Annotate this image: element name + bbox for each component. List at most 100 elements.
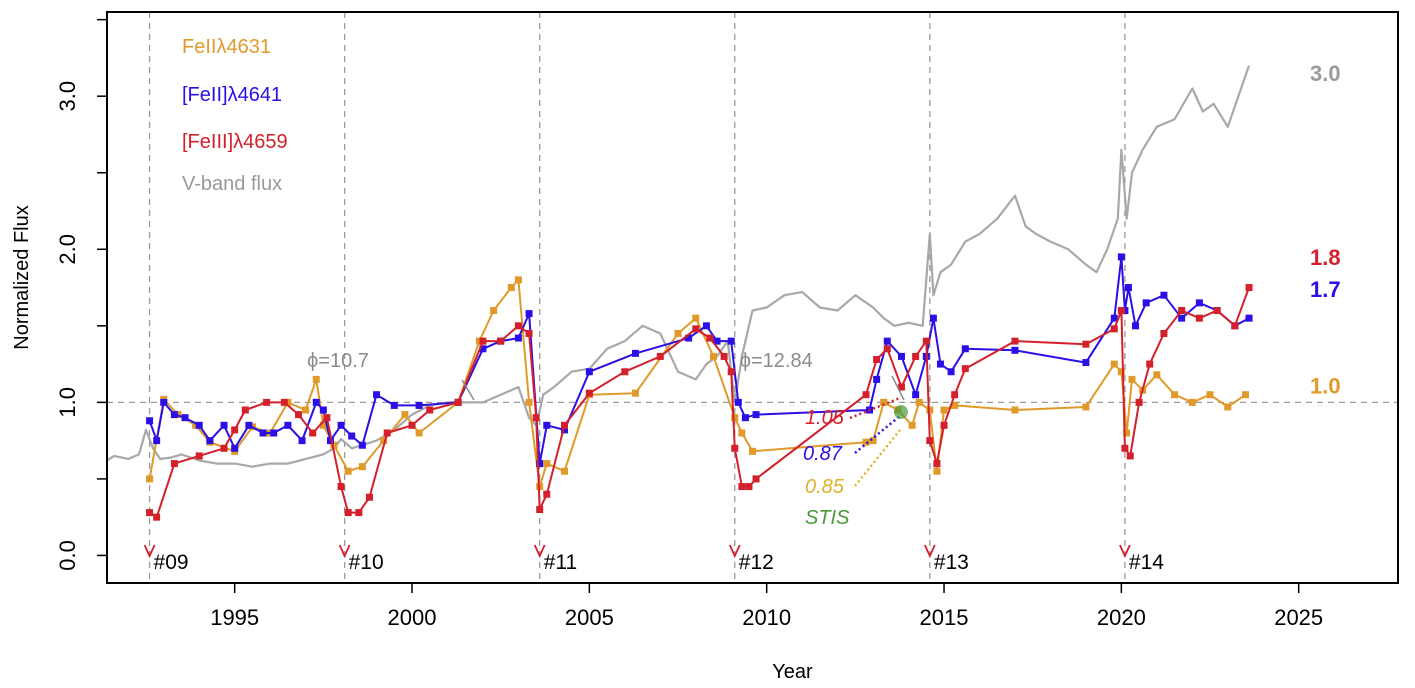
x-axis-title: Year bbox=[772, 661, 813, 683]
data-point-feii-4641 bbox=[358, 441, 366, 449]
periastron-label: #13 bbox=[934, 551, 969, 574]
stis-connector-red bbox=[849, 396, 901, 420]
data-point-feii-4631 bbox=[915, 398, 923, 406]
data-point-feiii-4659 bbox=[940, 421, 948, 429]
stis-marker bbox=[894, 405, 908, 419]
end-value-label: 1.0 bbox=[1310, 374, 1341, 399]
periastron-arrow bbox=[143, 544, 156, 559]
data-point-feiii-4659 bbox=[656, 352, 664, 360]
data-point-feiii-4659 bbox=[862, 391, 870, 399]
data-point-feii-4641 bbox=[1121, 307, 1129, 315]
data-point-feii-4641 bbox=[734, 398, 742, 406]
data-point-feiii-4659 bbox=[720, 352, 728, 360]
data-point-feii-4641 bbox=[337, 421, 345, 429]
data-point-feiii-4659 bbox=[146, 509, 154, 517]
data-point-feii-4631 bbox=[561, 467, 569, 475]
data-point-feii-4641 bbox=[298, 437, 306, 445]
data-point-feiii-4659 bbox=[231, 426, 239, 434]
data-point-feii-4631 bbox=[401, 411, 409, 419]
data-point-feii-4631 bbox=[380, 437, 388, 445]
data-point-feii-4631 bbox=[862, 438, 870, 446]
data-point-feii-4641 bbox=[373, 391, 381, 399]
data-point-feiii-4659 bbox=[365, 493, 373, 501]
data-point-feiii-4659 bbox=[383, 429, 391, 437]
data-point-feiii-4659 bbox=[951, 391, 959, 399]
y-axis-title: Normalized Flux bbox=[11, 205, 33, 349]
data-point-feii-4641 bbox=[536, 460, 544, 468]
data-point-feiii-4659 bbox=[731, 444, 739, 452]
data-point-feii-4641 bbox=[231, 444, 239, 452]
periastron-arrow bbox=[1119, 544, 1131, 559]
data-point-feiii-4659 bbox=[497, 337, 505, 345]
data-point-feii-4631 bbox=[692, 314, 700, 322]
data-point-feii-4641 bbox=[160, 398, 168, 406]
data-point-feii-4631 bbox=[319, 421, 327, 429]
data-point-feiii-4659 bbox=[933, 460, 941, 468]
data-point-feiii-4659 bbox=[263, 398, 271, 406]
data-point-feiii-4659 bbox=[536, 506, 544, 514]
data-point-feii-4631 bbox=[525, 398, 533, 406]
data-point-feii-4641 bbox=[1132, 322, 1140, 330]
data-point-feiii-4659 bbox=[1117, 307, 1125, 315]
data-point-feii-4641 bbox=[1160, 291, 1168, 299]
data-point-feiii-4659 bbox=[926, 437, 934, 445]
data-point-feii-4631 bbox=[330, 441, 338, 449]
data-point-feiii-4659 bbox=[738, 483, 746, 491]
data-point-feii-4641 bbox=[1245, 314, 1253, 322]
data-point-feiii-4659 bbox=[195, 452, 203, 460]
data-point-feii-4631 bbox=[146, 475, 154, 483]
data-point-feiii-4659 bbox=[153, 513, 161, 521]
data-point-feiii-4659 bbox=[745, 483, 753, 491]
data-point-feiii-4659 bbox=[323, 414, 331, 422]
legend: FeIIλ4631 [FeII]λ4641 [FeIII]λ4659 V-ban… bbox=[182, 36, 288, 195]
data-point-feii-4631 bbox=[738, 429, 746, 437]
data-point-feii-4631 bbox=[415, 429, 423, 437]
data-point-feii-4631 bbox=[358, 463, 366, 471]
data-point-feiii-4659 bbox=[1213, 307, 1221, 315]
data-point-feiii-4659 bbox=[479, 337, 487, 345]
data-point-feiii-4659 bbox=[752, 475, 760, 483]
x-tick-label: 1995 bbox=[210, 605, 259, 630]
data-point-feii-4641 bbox=[284, 421, 292, 429]
data-point-feii-4631 bbox=[284, 398, 292, 406]
data-point-feii-4631 bbox=[908, 421, 916, 429]
periastron-arrow bbox=[728, 544, 741, 559]
y-tick-label: 2.0 bbox=[55, 234, 80, 265]
data-point-feiii-4659 bbox=[426, 406, 434, 414]
legend-entry-feii-4631: FeIIλ4631 bbox=[182, 36, 271, 58]
data-point-feiii-4659 bbox=[873, 355, 881, 363]
legend-entry-v-band: V-band flux bbox=[182, 173, 282, 195]
data-point-feiii-4659 bbox=[621, 368, 629, 376]
data-point-feii-4631 bbox=[312, 375, 320, 383]
data-point-feiii-4659 bbox=[1245, 284, 1253, 292]
y-tick-label: 1.0 bbox=[55, 387, 80, 418]
data-point-feiii-4659 bbox=[309, 429, 317, 437]
data-point-feii-4641 bbox=[1011, 346, 1019, 354]
data-point-feii-4641 bbox=[1082, 359, 1090, 367]
periastron-arrow bbox=[533, 544, 546, 559]
data-point-feiii-4659 bbox=[727, 368, 735, 376]
stis-connector-yellow bbox=[854, 429, 901, 487]
data-point-feii-4631 bbox=[1188, 398, 1196, 406]
data-point-feiii-4659 bbox=[1195, 314, 1203, 322]
data-point-feiii-4659 bbox=[337, 483, 345, 491]
series-line-feii-4641 bbox=[148, 255, 1250, 465]
data-point-feii-4641 bbox=[912, 391, 920, 399]
data-point-feii-4631 bbox=[490, 307, 498, 315]
data-point-feii-4631 bbox=[475, 337, 483, 345]
y-tick-label: 0.0 bbox=[55, 540, 80, 571]
data-point-feii-4631 bbox=[1153, 371, 1161, 379]
data-point-feii-4641 bbox=[146, 417, 154, 425]
data-point-feii-4631 bbox=[1011, 406, 1019, 414]
data-point-feii-4641 bbox=[259, 429, 267, 437]
data-point-feii-4641 bbox=[685, 334, 693, 342]
data-point-feii-4641 bbox=[220, 421, 228, 429]
data-point-feiii-4659 bbox=[585, 389, 593, 397]
data-point-feiii-4659 bbox=[706, 334, 714, 342]
data-point-feiii-4659 bbox=[532, 414, 540, 422]
data-point-feiii-4659 bbox=[1011, 337, 1019, 345]
stis-value-feii-forbidden: 0.87 bbox=[803, 443, 843, 465]
data-point-feiii-4659 bbox=[1121, 444, 1129, 452]
data-point-feii-4641 bbox=[873, 375, 881, 383]
data-point-feii-4631 bbox=[514, 276, 522, 284]
